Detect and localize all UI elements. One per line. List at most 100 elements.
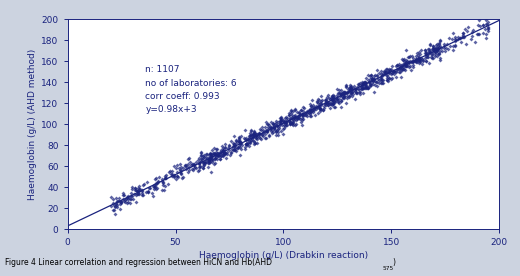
Point	[416, 52, 424, 57]
Point	[233, 145, 241, 150]
Point	[109, 197, 118, 201]
Point	[383, 75, 391, 80]
Point	[168, 169, 176, 173]
Point	[322, 100, 331, 105]
Point	[133, 189, 141, 193]
Point	[284, 119, 293, 123]
Point	[348, 87, 356, 91]
Point	[265, 123, 273, 127]
Point	[313, 105, 321, 109]
Point	[459, 31, 467, 36]
Point	[406, 64, 414, 68]
Point	[277, 114, 285, 119]
Point	[335, 91, 343, 95]
Point	[201, 160, 209, 164]
Point	[361, 86, 369, 90]
Point	[337, 105, 345, 109]
Point	[271, 128, 280, 132]
Point	[483, 22, 491, 26]
Point	[435, 52, 443, 56]
Point	[185, 165, 193, 169]
Point	[344, 86, 352, 91]
Point	[250, 131, 258, 135]
Point	[383, 73, 391, 78]
Point	[134, 185, 142, 190]
Point	[197, 150, 205, 155]
Point	[343, 95, 351, 100]
Point	[231, 144, 239, 148]
Point	[422, 51, 430, 55]
Point	[206, 150, 214, 155]
Point	[360, 86, 368, 90]
Point	[114, 195, 123, 200]
Point	[190, 165, 199, 169]
Point	[482, 35, 490, 40]
Point	[307, 103, 315, 108]
Point	[263, 129, 271, 134]
Point	[358, 80, 366, 84]
Point	[474, 32, 483, 36]
Point	[400, 67, 408, 72]
Point	[232, 137, 240, 142]
Point	[390, 69, 398, 73]
Point	[431, 46, 439, 51]
Point	[367, 73, 375, 78]
Point	[316, 106, 324, 110]
Point	[311, 106, 319, 110]
Point	[211, 156, 219, 160]
Point	[303, 114, 311, 118]
Point	[419, 57, 427, 62]
Point	[108, 201, 116, 205]
Point	[358, 87, 366, 91]
Point	[196, 160, 204, 164]
Point	[299, 112, 307, 117]
Point	[277, 116, 285, 121]
Point	[297, 120, 306, 124]
Point	[234, 139, 242, 143]
Point	[255, 131, 264, 135]
Point	[276, 115, 284, 120]
Point	[365, 79, 373, 84]
Point	[284, 110, 293, 115]
Point	[277, 129, 285, 134]
Point	[343, 94, 351, 98]
Point	[225, 142, 233, 147]
Point	[433, 49, 441, 54]
Point	[292, 110, 301, 115]
Point	[334, 100, 342, 104]
Point	[364, 73, 372, 77]
Point	[411, 58, 420, 62]
Point	[343, 91, 351, 95]
Point	[219, 150, 228, 155]
Point	[249, 139, 257, 143]
Point	[194, 161, 203, 165]
Point	[428, 52, 437, 57]
Point	[158, 187, 166, 192]
Point	[381, 72, 389, 76]
Point	[385, 67, 393, 71]
Point	[352, 87, 360, 91]
Point	[124, 193, 132, 198]
Point	[112, 201, 121, 206]
Point	[393, 63, 401, 67]
Point	[288, 113, 296, 117]
Point	[236, 145, 244, 150]
Point	[271, 124, 279, 128]
Point	[440, 41, 448, 46]
Point	[135, 192, 143, 196]
Point	[216, 150, 224, 155]
Point	[456, 35, 464, 40]
Point	[211, 153, 219, 158]
Point	[126, 201, 134, 205]
Point	[427, 52, 436, 56]
Point	[289, 120, 297, 124]
Point	[338, 92, 346, 96]
Point	[280, 120, 288, 124]
Point	[278, 123, 286, 128]
Point	[340, 94, 348, 98]
Point	[150, 187, 158, 192]
Point	[328, 94, 336, 98]
Point	[133, 189, 141, 193]
Point	[274, 127, 282, 132]
Point	[270, 125, 279, 130]
